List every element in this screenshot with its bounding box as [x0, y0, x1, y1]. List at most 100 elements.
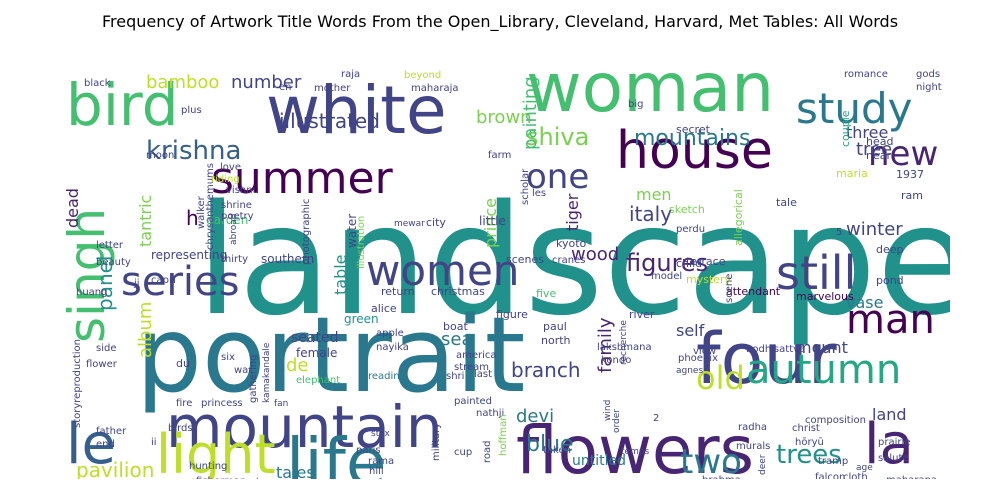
word-mystery: mystery: [686, 273, 732, 286]
word-mount: mount: [796, 338, 848, 357]
word-ram: ram: [901, 189, 923, 202]
word-night: night: [916, 82, 942, 93]
word-mother: mother: [314, 83, 351, 94]
word-birds: birds: [168, 423, 193, 434]
word-elephant: elephant: [296, 375, 340, 386]
word-vishnu: vishnu: [226, 185, 259, 196]
word-military: military: [431, 423, 442, 461]
word-romance: romance: [844, 69, 888, 80]
word-wood: wood: [571, 244, 619, 265]
word-side: side: [96, 343, 117, 354]
word-shrine: shrine: [221, 200, 252, 211]
word-moon: moon: [146, 150, 174, 161]
word-america: america: [456, 350, 497, 361]
word-christ: christ: [792, 423, 820, 434]
word-temps: temps: [621, 447, 650, 457]
word-winter: winter: [846, 219, 903, 240]
word-ji: ji: [133, 278, 140, 289]
word-water: water: [345, 214, 359, 248]
word-falcon: falcon: [815, 472, 845, 479]
word-woman: woman: [526, 49, 774, 128]
word-cranes: cranes: [552, 255, 585, 266]
word-branch: branch: [511, 358, 581, 382]
word-illustration: illustration: [356, 216, 367, 269]
word-landscape: landscape: [196, 172, 950, 349]
word-devi: devi: [516, 406, 554, 427]
word-taken: taken: [543, 445, 571, 456]
word-2: 2: [653, 413, 659, 424]
word-blue: blue: [526, 432, 574, 457]
word-hunting: hunting: [189, 461, 227, 472]
word-h: h: [186, 206, 199, 230]
word-shiva: shiva: [526, 123, 589, 151]
word-garden: garden: [206, 213, 248, 227]
word-model: model: [651, 271, 682, 282]
word-singh: singh: [58, 208, 116, 343]
word-two: two: [680, 442, 742, 479]
word-deep: deep: [876, 243, 904, 256]
word-end: end: [96, 439, 115, 450]
word-farm: farm: [488, 150, 511, 161]
word-marvelous: marvelous: [796, 290, 854, 303]
word-representing: representing: [151, 248, 227, 262]
word-pavilion: pavilion: [76, 458, 154, 479]
word-tales: tales: [276, 463, 315, 479]
word-kamakandale: kamakandale: [262, 342, 272, 403]
word-composition: composition: [805, 415, 866, 426]
word-study: study: [796, 84, 912, 133]
word-cloth: cloth: [843, 472, 868, 479]
word-huang: huang: [76, 287, 108, 298]
word-head: head: [866, 135, 893, 148]
word-kondo: kondo: [601, 355, 631, 366]
word-la: la: [864, 412, 914, 477]
word-thirty: thirty: [221, 254, 248, 265]
word-chrysanthemums: chrysanthemums: [205, 163, 216, 250]
word-beauty: beauty: [96, 257, 131, 268]
word-order: order: [612, 409, 622, 433]
word-album: album: [135, 302, 156, 358]
word-nathji: nathji: [476, 408, 504, 419]
word-poetry: poetry: [221, 211, 254, 222]
word-storyreproduction: storyreproduction: [72, 339, 83, 428]
word-illustrated: illustrated: [279, 109, 380, 133]
word-old: old: [696, 359, 745, 397]
word-house: house: [616, 121, 773, 181]
word-bird: bird: [66, 71, 179, 139]
word-maria: maria: [836, 167, 868, 180]
word-number: number: [231, 72, 302, 93]
word-panel: panel: [93, 256, 117, 312]
word-fan: fan: [274, 399, 288, 409]
word-bamboo: bamboo: [146, 72, 219, 93]
word-krishna: krishna: [146, 136, 241, 166]
word-plus: plus: [181, 105, 202, 116]
word-italy: italy: [629, 202, 672, 226]
word-shri: shri: [446, 371, 464, 382]
word-five: five: [536, 287, 556, 300]
word-road: road: [482, 441, 493, 464]
word-self: self: [676, 321, 705, 340]
word-prairie: prairie: [878, 437, 910, 448]
word-christmas: christmas: [431, 285, 485, 298]
word-en: en: [279, 82, 292, 93]
word-one: one: [526, 157, 589, 197]
word-near: near: [866, 149, 891, 162]
word-radha: radha: [738, 422, 767, 433]
word-les: les: [532, 188, 546, 199]
word-reading: reading: [368, 371, 406, 382]
word-father: father: [96, 426, 127, 437]
word-mountain: mountain: [166, 393, 443, 461]
word-six: six: [221, 352, 235, 363]
word-river: river: [629, 308, 655, 321]
word-four: four: [696, 318, 837, 400]
word-photographic: photographic: [301, 199, 312, 265]
word-apple: apple: [376, 328, 404, 339]
word-allegorical: allegorical: [732, 189, 745, 246]
word-stream: stream: [454, 362, 489, 373]
word-styx: styx: [371, 429, 391, 439]
word-scholar: scholar: [520, 168, 531, 205]
word-terrace: terrace: [686, 255, 726, 268]
word-1937: 1937: [896, 168, 924, 181]
word-couple: couple: [839, 110, 852, 147]
word-age: age: [856, 463, 873, 473]
word-h-ry-: hōryū: [795, 437, 824, 448]
